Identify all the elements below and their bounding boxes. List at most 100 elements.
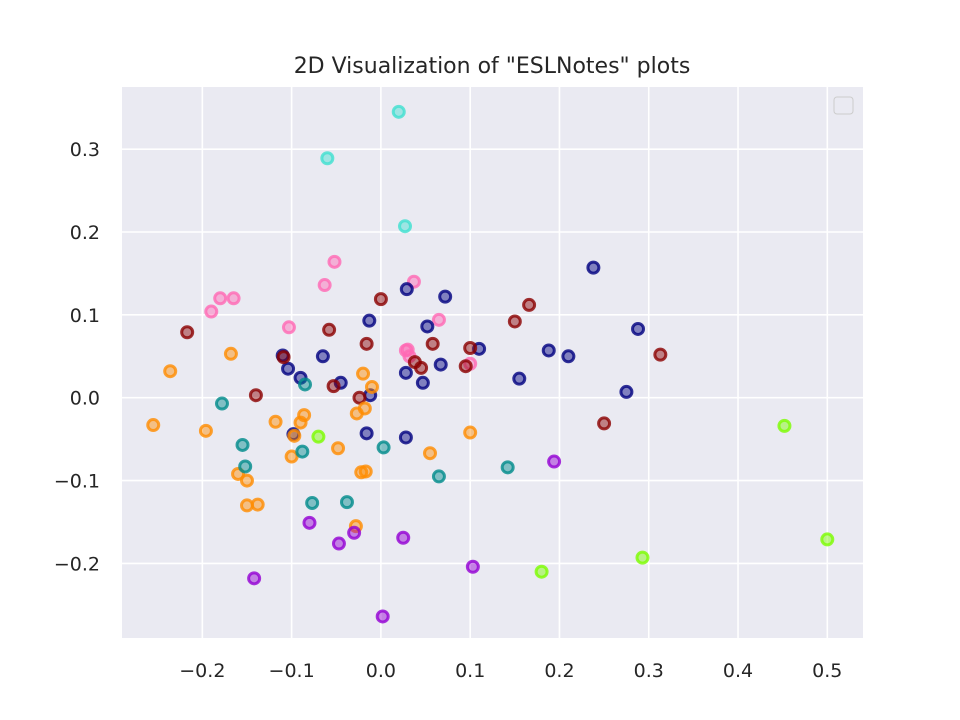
x-tick-label: 0.1	[455, 660, 485, 682]
data-point-series-7	[331, 536, 346, 551]
data-point-series-6	[635, 550, 650, 565]
plot-background	[122, 87, 863, 638]
data-point-series-4	[356, 366, 371, 381]
data-point-series-4	[163, 364, 178, 379]
x-tick-label: 0.4	[723, 660, 753, 682]
data-point-series-4	[284, 449, 299, 464]
data-point-series-1	[327, 254, 342, 269]
data-point-series-1	[213, 291, 228, 306]
data-point-series-7	[547, 454, 562, 469]
data-point-series-5	[238, 459, 253, 474]
y-tick-label: −0.2	[54, 553, 100, 575]
data-point-series-4	[358, 464, 373, 479]
y-tick-label: −0.1	[54, 471, 100, 493]
data-point-series-2	[541, 343, 556, 358]
data-point-series-2	[631, 321, 646, 336]
data-point-series-4	[268, 414, 283, 429]
x-tick-label: −0.1	[269, 660, 315, 682]
data-point-series-6	[311, 429, 326, 444]
data-point-series-5	[305, 495, 320, 510]
data-point-series-3	[352, 390, 367, 405]
y-tick-label: 0.2	[70, 222, 100, 244]
data-point-series-6	[534, 564, 549, 579]
data-point-series-3	[507, 314, 522, 329]
data-point-series-4	[250, 497, 265, 512]
data-point-series-3	[653, 347, 668, 362]
data-point-series-3	[597, 416, 612, 431]
data-point-series-2	[420, 319, 435, 334]
data-point-series-3	[463, 341, 478, 355]
data-point-series-2	[619, 384, 634, 399]
y-tick-labels: −0.2 −0.1 0.0 0.1 0.2 0.3	[54, 139, 100, 575]
data-point-series-2	[433, 357, 448, 372]
data-point-series-2	[586, 260, 601, 275]
data-point-series-6	[777, 418, 792, 433]
data-point-series-7	[247, 571, 262, 586]
data-point-series-5	[235, 437, 250, 452]
y-tick-label: 0.1	[70, 305, 100, 327]
data-points	[146, 104, 835, 624]
x-tick-label: 0.5	[812, 660, 842, 682]
data-point-series-7	[347, 525, 362, 540]
data-point-series-7	[302, 515, 317, 530]
data-point-series-2	[359, 426, 374, 441]
x-tick-label: 0.3	[634, 660, 664, 682]
x-tick-label: −0.2	[179, 660, 225, 682]
data-point-series-3	[322, 322, 337, 337]
data-point-series-3	[373, 292, 388, 307]
data-point-series-2	[438, 289, 453, 304]
data-point-series-1	[431, 312, 446, 327]
data-point-series-2	[399, 282, 414, 297]
data-point-series-5	[214, 396, 229, 411]
data-point-series-4	[198, 423, 213, 438]
data-point-series-2	[362, 313, 377, 328]
data-point-series-5	[431, 469, 446, 484]
data-point-series-4	[463, 425, 478, 440]
data-point-series-3	[522, 297, 537, 312]
x-tick-labels: −0.2 −0.1 0.0 0.1 0.2 0.3 0.4 0.5	[179, 660, 842, 682]
data-point-series-4	[146, 418, 161, 433]
data-point-series-3	[425, 336, 440, 351]
data-point-series-7	[465, 559, 480, 574]
data-point-series-4	[239, 473, 254, 488]
data-point-series-6	[820, 532, 835, 547]
x-tick-label: 0.2	[544, 660, 574, 682]
data-point-series-2	[512, 371, 527, 386]
data-point-series-2	[561, 349, 576, 364]
data-point-series-1	[317, 278, 332, 293]
data-point-series-1	[204, 304, 219, 319]
data-point-series-4	[357, 401, 372, 416]
data-point-series-3	[276, 350, 291, 365]
data-point-series-7	[375, 609, 390, 624]
data-point-series-5	[339, 495, 354, 510]
data-point-series-4	[287, 428, 302, 443]
data-point-series-2	[281, 361, 296, 376]
data-point-series-3	[248, 388, 263, 403]
data-point-series-2	[315, 349, 330, 364]
data-point-series-4	[293, 415, 308, 430]
data-point-series-4	[331, 441, 346, 456]
data-point-series-3	[414, 360, 429, 375]
data-point-series-4	[223, 346, 238, 361]
data-point-series-2	[398, 430, 413, 445]
data-point-series-2	[415, 375, 430, 390]
x-tick-label: 0.0	[366, 660, 396, 682]
grid-lines	[122, 87, 863, 638]
data-point-series-5	[295, 444, 310, 459]
data-point-series-3	[326, 379, 341, 394]
data-point-series-0	[398, 219, 413, 234]
data-point-series-7	[396, 530, 411, 545]
data-point-series-0	[320, 151, 335, 166]
data-point-series-4	[364, 379, 379, 394]
data-point-series-3	[180, 325, 195, 340]
data-point-series-0	[391, 104, 406, 119]
y-tick-label: 0.3	[70, 139, 100, 161]
legend-box	[833, 96, 854, 115]
data-point-series-4	[423, 446, 438, 461]
data-point-series-5	[376, 440, 391, 455]
chart-title: 2D Visualization of "ESLNotes" plots	[294, 54, 691, 79]
data-point-series-3	[359, 336, 374, 351]
data-point-series-1	[226, 291, 241, 306]
data-point-series-3	[458, 359, 473, 374]
